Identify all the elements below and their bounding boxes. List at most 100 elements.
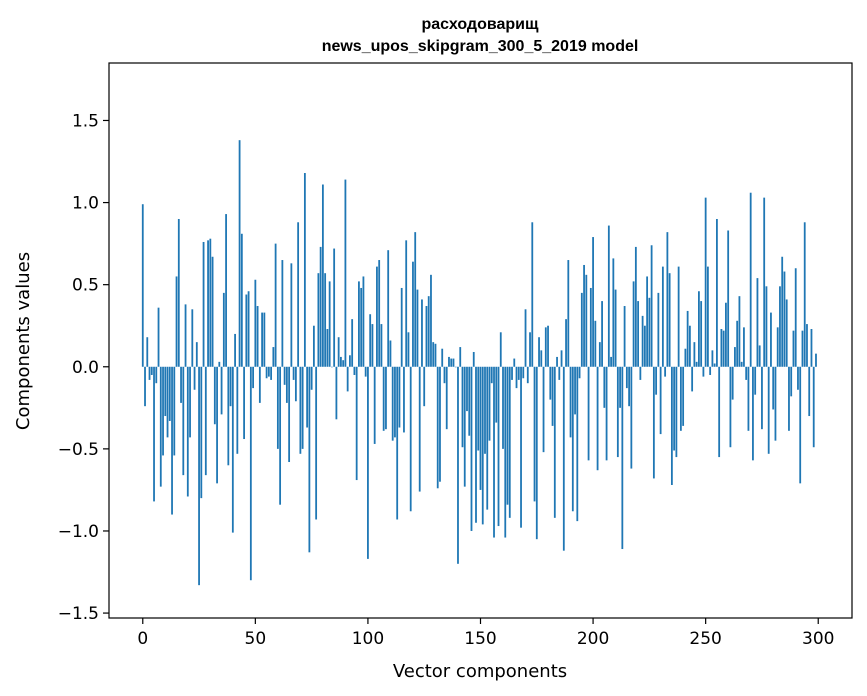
bar xyxy=(673,366,676,451)
bar xyxy=(562,366,565,551)
bar xyxy=(727,230,730,367)
bar xyxy=(628,366,630,407)
bar xyxy=(459,347,462,367)
bar xyxy=(227,366,230,466)
bar xyxy=(808,366,811,417)
bar xyxy=(652,366,655,479)
bar xyxy=(146,337,149,367)
bar xyxy=(290,263,293,367)
bar xyxy=(770,312,772,367)
bar xyxy=(254,279,257,367)
bar xyxy=(601,301,603,367)
bar xyxy=(810,329,813,367)
bar xyxy=(707,266,709,367)
bar xyxy=(711,350,714,367)
bar xyxy=(797,366,799,390)
bar xyxy=(171,366,173,515)
bar xyxy=(279,366,282,505)
bar xyxy=(220,366,223,415)
bar xyxy=(245,294,248,367)
bar xyxy=(743,327,745,367)
bar xyxy=(353,366,356,375)
bar xyxy=(294,366,297,402)
bar xyxy=(200,366,203,499)
bar xyxy=(585,274,588,367)
bar xyxy=(745,366,748,380)
bar xyxy=(234,333,236,367)
bar xyxy=(592,237,594,367)
bar xyxy=(213,366,216,425)
bar xyxy=(166,366,169,438)
bar xyxy=(655,366,658,395)
bar xyxy=(175,276,178,367)
bar xyxy=(189,366,191,438)
bar xyxy=(425,306,428,367)
y-tick-label: 0.0 xyxy=(72,358,99,378)
bar xyxy=(666,232,669,367)
bar xyxy=(186,366,189,497)
bar xyxy=(772,366,775,410)
bar xyxy=(531,222,534,367)
bar xyxy=(594,320,597,367)
bar xyxy=(380,324,383,367)
bar xyxy=(182,366,185,476)
bar xyxy=(614,289,617,367)
bar xyxy=(722,330,725,367)
bar xyxy=(639,366,642,380)
bar xyxy=(198,366,200,586)
bar xyxy=(148,366,151,380)
bar xyxy=(632,281,635,367)
bar xyxy=(551,366,554,426)
bar xyxy=(288,366,291,463)
bar xyxy=(261,312,263,367)
bar xyxy=(524,309,527,367)
bar xyxy=(517,366,520,380)
bar xyxy=(423,366,426,407)
bar xyxy=(553,366,556,518)
bar xyxy=(747,366,750,431)
bar xyxy=(497,366,500,527)
bar xyxy=(409,366,412,512)
bar xyxy=(168,366,171,421)
bar xyxy=(556,356,558,367)
bar xyxy=(576,366,579,522)
bar xyxy=(209,238,212,367)
bar xyxy=(416,289,419,367)
bar xyxy=(763,197,766,367)
bar xyxy=(349,355,351,367)
bar xyxy=(713,363,716,367)
bar xyxy=(688,325,691,367)
bar xyxy=(484,366,486,454)
bar xyxy=(216,366,218,484)
bar xyxy=(240,233,243,367)
bar xyxy=(265,366,268,379)
bar xyxy=(191,309,194,367)
bar xyxy=(502,366,504,449)
bar xyxy=(364,366,367,377)
bar xyxy=(164,366,167,417)
x-axis-label: Vector components xyxy=(393,661,567,682)
x-tick-label: 200 xyxy=(577,629,609,649)
bar xyxy=(306,366,309,428)
bar xyxy=(803,222,806,367)
y-tick-label: 1.0 xyxy=(72,194,99,214)
bar xyxy=(362,276,365,367)
bar xyxy=(337,337,340,367)
bar xyxy=(511,366,513,380)
bar xyxy=(698,291,700,367)
bar xyxy=(427,296,430,367)
bar xyxy=(450,358,453,367)
bar xyxy=(466,366,468,412)
bar xyxy=(788,366,790,431)
bar xyxy=(324,273,327,367)
bar xyxy=(625,366,628,389)
bar xyxy=(812,366,815,448)
bar xyxy=(292,366,295,380)
chart-title-line-1: расходоварищ xyxy=(422,16,539,33)
y-tick-label: 0.5 xyxy=(72,276,99,296)
bar xyxy=(202,241,205,367)
bar xyxy=(436,366,439,489)
bar xyxy=(486,366,489,510)
bar xyxy=(342,360,345,367)
bar xyxy=(693,342,696,367)
